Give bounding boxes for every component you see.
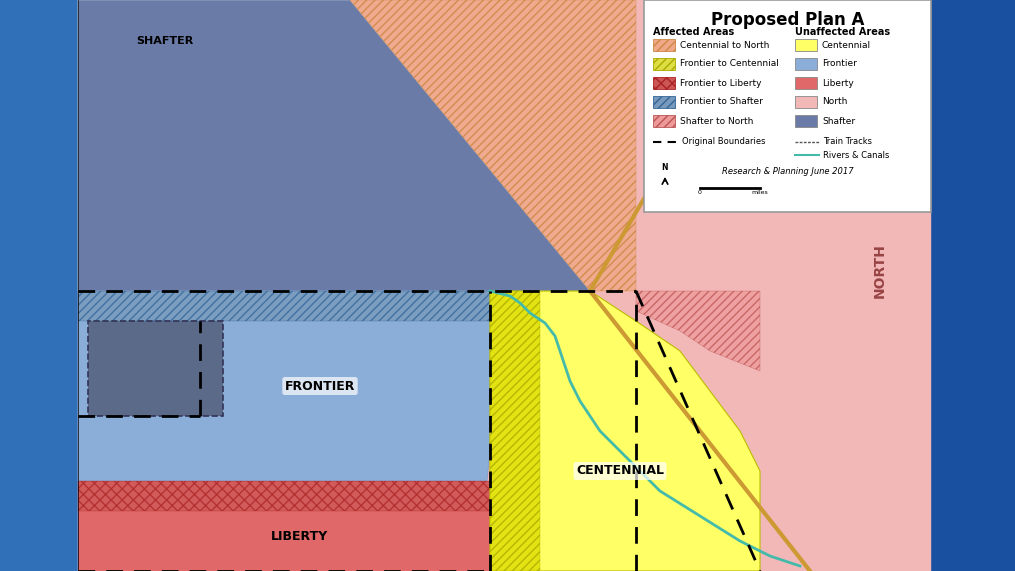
Text: Frontier: Frontier	[822, 59, 857, 69]
Bar	[795, 115, 817, 127]
Text: Centennial: Centennial	[822, 41, 871, 50]
Bar	[78, 0, 930, 571]
Bar	[653, 96, 675, 108]
Text: Frontier to Centennial: Frontier to Centennial	[680, 59, 779, 69]
Text: SHAFTER: SHAFTER	[136, 36, 194, 46]
FancyBboxPatch shape	[644, 0, 931, 212]
Text: LIBERTY: LIBERTY	[271, 529, 329, 542]
Polygon shape	[490, 291, 540, 571]
Text: Shafter: Shafter	[822, 116, 855, 126]
Polygon shape	[636, 291, 760, 371]
Bar	[795, 58, 817, 70]
Bar	[653, 39, 675, 51]
Text: Frontier to Shafter: Frontier to Shafter	[680, 98, 763, 107]
Polygon shape	[78, 481, 540, 571]
Text: Shafter to North: Shafter to North	[680, 116, 753, 126]
Text: N: N	[662, 163, 668, 172]
Text: Train Tracks: Train Tracks	[823, 138, 872, 147]
Bar	[795, 39, 817, 51]
Bar	[795, 77, 817, 89]
Text: CENTENNIAL: CENTENNIAL	[576, 464, 664, 477]
Text: Frontier to Liberty: Frontier to Liberty	[680, 78, 761, 87]
Text: North: North	[822, 98, 848, 107]
Polygon shape	[78, 481, 540, 511]
Bar	[88, 321, 223, 416]
Bar	[653, 115, 675, 127]
Polygon shape	[490, 291, 760, 571]
Polygon shape	[78, 0, 590, 291]
Text: NORTH: NORTH	[873, 244, 887, 299]
Text: FRONTIER: FRONTIER	[285, 380, 355, 392]
Text: Centennial to North: Centennial to North	[680, 41, 769, 50]
Text: Rivers & Canals: Rivers & Canals	[823, 151, 889, 159]
Bar	[0, 0, 78, 571]
Text: Original Boundaries: Original Boundaries	[682, 138, 765, 147]
Text: Research & Planning June 2017: Research & Planning June 2017	[722, 167, 854, 176]
Text: 0: 0	[698, 190, 702, 195]
Polygon shape	[78, 291, 590, 321]
Polygon shape	[78, 291, 590, 571]
Text: Affected Areas: Affected Areas	[653, 27, 734, 37]
Polygon shape	[350, 0, 636, 291]
Text: Proposed Plan A: Proposed Plan A	[710, 11, 864, 29]
Text: Unaffected Areas: Unaffected Areas	[795, 27, 890, 37]
Bar	[653, 58, 675, 70]
Bar	[930, 0, 1015, 571]
Bar	[795, 96, 817, 108]
Bar	[653, 77, 675, 89]
Text: Liberty: Liberty	[822, 78, 854, 87]
Text: miles: miles	[752, 190, 768, 195]
